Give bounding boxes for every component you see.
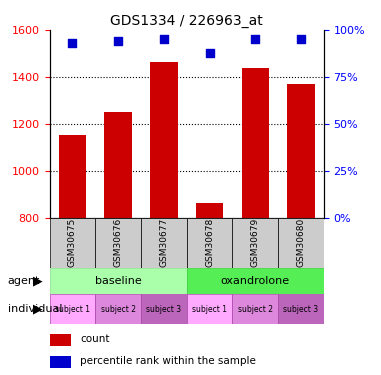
FancyBboxPatch shape: [232, 217, 278, 268]
Text: subject 2: subject 2: [238, 305, 273, 314]
Bar: [104, 112, 132, 218]
FancyBboxPatch shape: [232, 294, 278, 324]
FancyBboxPatch shape: [187, 268, 324, 294]
Text: subject 3: subject 3: [146, 305, 181, 314]
Text: individual: individual: [8, 304, 62, 314]
Point: [69, 40, 75, 46]
Title: GDS1334 / 226963_at: GDS1334 / 226963_at: [110, 13, 263, 28]
Bar: [59, 135, 86, 218]
Bar: [50, 334, 71, 346]
Text: subject 2: subject 2: [101, 305, 136, 314]
Point: [115, 38, 121, 44]
FancyBboxPatch shape: [50, 217, 95, 268]
Text: GSM30677: GSM30677: [159, 218, 168, 267]
Text: percentile rank within the sample: percentile rank within the sample: [80, 356, 256, 366]
Bar: [287, 84, 315, 218]
FancyBboxPatch shape: [50, 294, 95, 324]
FancyBboxPatch shape: [187, 294, 232, 324]
Text: subject 1: subject 1: [192, 305, 227, 314]
Text: agent: agent: [8, 276, 40, 286]
Text: GSM30676: GSM30676: [114, 218, 123, 267]
FancyBboxPatch shape: [278, 294, 324, 324]
FancyBboxPatch shape: [141, 217, 187, 268]
Text: GSM30675: GSM30675: [68, 218, 77, 267]
Text: GSM30678: GSM30678: [205, 218, 214, 267]
Text: ▶: ▶: [33, 275, 43, 288]
Text: subject 3: subject 3: [283, 305, 319, 314]
FancyBboxPatch shape: [141, 294, 187, 324]
FancyBboxPatch shape: [187, 217, 232, 268]
Point: [161, 36, 167, 42]
Text: subject 1: subject 1: [55, 305, 90, 314]
Text: oxandrolone: oxandrolone: [221, 276, 290, 286]
FancyBboxPatch shape: [95, 294, 141, 324]
FancyBboxPatch shape: [50, 268, 187, 294]
Text: baseline: baseline: [95, 276, 141, 286]
Point: [298, 36, 304, 42]
Point: [207, 50, 213, 55]
Bar: [50, 356, 71, 368]
Point: [252, 36, 258, 42]
Text: GSM30679: GSM30679: [251, 218, 260, 267]
FancyBboxPatch shape: [95, 217, 141, 268]
Text: count: count: [80, 334, 109, 344]
Bar: [150, 62, 178, 217]
FancyBboxPatch shape: [278, 217, 324, 268]
Bar: [242, 68, 269, 218]
Text: ▶: ▶: [33, 303, 43, 316]
Text: GSM30680: GSM30680: [296, 218, 306, 267]
Bar: [196, 203, 223, 217]
